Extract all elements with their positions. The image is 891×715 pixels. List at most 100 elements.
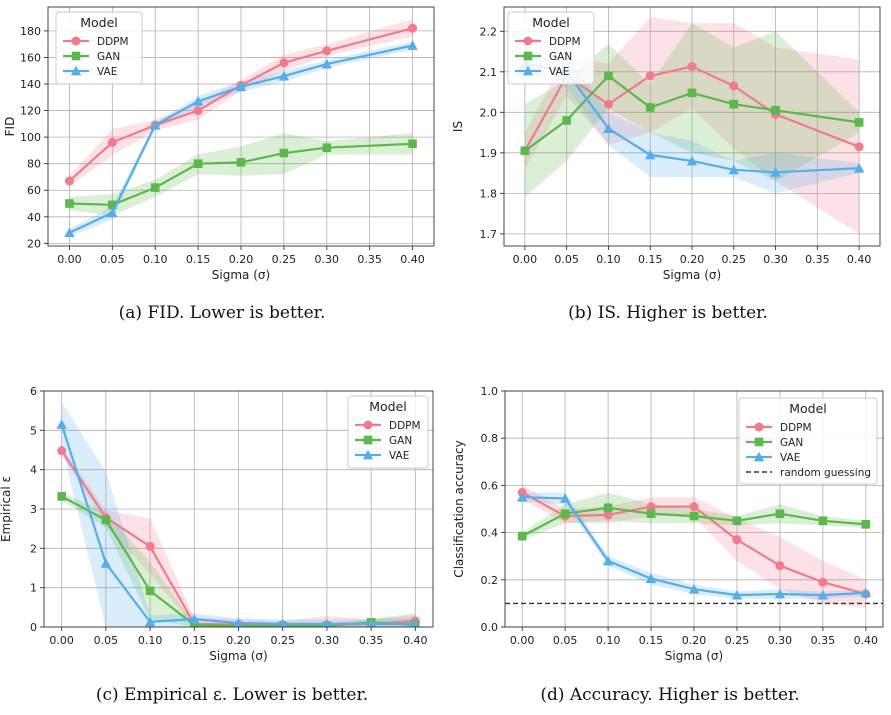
y-tick-label: 140: [20, 78, 41, 91]
data-point-vae: [278, 618, 288, 627]
y-axis-label: IS: [451, 121, 465, 132]
y-tick-label: 0.6: [481, 479, 499, 492]
x-tick-label: 0.00: [510, 634, 535, 647]
y-axis-label: FID: [3, 117, 17, 137]
y-tick-label: 1.9: [480, 147, 498, 160]
chart-panel-b: 0.00 0.05 0.10 0.15 0.20 0.25 0.30 0.35 0.40 1.7 1…: [451, 6, 881, 282]
x-tick-label: 0.40: [854, 634, 879, 647]
data-point-ddpm: [603, 99, 613, 109]
y-tick-label: 0.2: [481, 574, 499, 587]
series-line-gan: [524, 74, 860, 152]
legend-label: DDPM: [780, 422, 812, 434]
data-point-vae: [728, 164, 739, 175]
data-point-gan: [854, 118, 864, 127]
band-vae: [524, 55, 860, 194]
y-tick-label: 120: [20, 105, 41, 118]
x-tick-label: 0.10: [596, 634, 621, 647]
y-tick-label: 2.1: [480, 66, 498, 79]
data-point-vae: [235, 81, 247, 92]
data-point-gan: [818, 516, 828, 526]
data-point-gan: [108, 200, 117, 210]
x-tick-label: 0.05: [100, 253, 125, 266]
data-point-ddpm: [645, 71, 655, 81]
data-point-gan: [145, 586, 155, 596]
x-tick-label: 0.20: [682, 634, 707, 647]
legend-marker: [522, 65, 534, 76]
data-point-vae: [770, 167, 781, 177]
caption-b: (b) IS. Higher is better.: [568, 303, 768, 323]
x-tick-label: 0.25: [722, 253, 747, 266]
data-point-ddpm: [107, 137, 117, 147]
x-tick-label: 0.35: [805, 253, 830, 266]
legend-label: DDPM: [389, 420, 421, 432]
data-point-gan: [562, 116, 571, 125]
x-tick-label: 0.05: [554, 253, 579, 266]
y-tick-label: 1.7: [480, 228, 498, 241]
data-point-ddpm: [57, 446, 67, 456]
x-tick-label: 0.30: [768, 634, 793, 647]
data-point-vae: [56, 419, 67, 429]
series-line-vae: [68, 44, 413, 234]
y-tick-label: 2.0: [480, 106, 498, 119]
legend-label: DDPM: [549, 36, 581, 48]
x-tick-label: 0.40: [403, 634, 428, 647]
data-point-vae: [107, 207, 118, 218]
legend-box: [738, 397, 878, 485]
x-tick-label: 0.20: [229, 253, 254, 266]
data-point-vae: [233, 617, 244, 627]
band-gan: [524, 23, 860, 198]
data-point-vae: [278, 70, 290, 81]
data-point-vae: [366, 618, 376, 627]
data-point-vae: [150, 119, 161, 130]
x-tick-label: 0.20: [226, 634, 251, 647]
x-tick-label: 0.15: [638, 253, 663, 266]
x-tick-label: 0.00: [57, 253, 82, 266]
caption-c: (c) Empirical ε. Lower is better.: [95, 685, 369, 705]
legend-box: [55, 11, 143, 85]
y-tick-label: 1: [30, 582, 37, 595]
x-tick-label: 0.05: [553, 634, 578, 647]
legend-label: VAE: [549, 66, 569, 78]
data-point-gan: [279, 148, 289, 158]
x-tick-label: 0.20: [680, 253, 705, 266]
legend-label: VAE: [97, 66, 117, 78]
data-point-vae: [192, 96, 204, 106]
data-point-gan: [604, 71, 613, 81]
y-tick-label: 1.0: [481, 385, 499, 398]
y-tick-label: 40: [27, 211, 41, 224]
legend-label: DDPM: [97, 36, 129, 48]
data-point-ddpm: [854, 142, 864, 152]
y-tick-label: 6: [30, 385, 37, 398]
legend-marker: [753, 451, 765, 462]
legend-title: Model: [80, 15, 118, 30]
legend-title: Model: [532, 15, 570, 30]
data-point-vae: [322, 618, 332, 627]
legend-label: VAE: [389, 450, 409, 462]
data-point-vae: [603, 123, 614, 133]
y-axis-label: Empirical ε: [0, 476, 13, 542]
data-point-ddpm: [732, 535, 742, 545]
y-tick-label: 160: [20, 51, 41, 64]
x-tick-label: 0.40: [847, 253, 872, 266]
data-point-gan: [729, 99, 739, 109]
data-point-ddpm: [603, 510, 613, 520]
x-tick-label: 0.40: [400, 253, 425, 266]
legend: Model DDPM GAN VAE random guessing: [738, 397, 878, 485]
legend-marker: [363, 435, 373, 445]
x-tick-label: 0.10: [138, 634, 163, 647]
data-point-gan: [57, 492, 66, 501]
data-point-vae: [189, 613, 200, 624]
legend-marker: [754, 422, 764, 432]
data-point-vae: [602, 555, 614, 566]
data-point-ddpm: [689, 502, 699, 512]
y-tick-label: 60: [27, 184, 41, 197]
data-point-vae: [410, 618, 420, 627]
x-tick-label: 0.35: [811, 634, 836, 647]
y-tick-label: 4: [30, 464, 37, 477]
legend-label: VAE: [780, 452, 800, 464]
data-point-ddpm: [322, 46, 332, 56]
y-tick-label: 0.0: [481, 621, 499, 634]
legend: Model DDPM GAN VAE: [55, 11, 143, 85]
x-axis-label: Sigma (σ): [663, 268, 721, 282]
data-point-gan: [687, 88, 697, 98]
